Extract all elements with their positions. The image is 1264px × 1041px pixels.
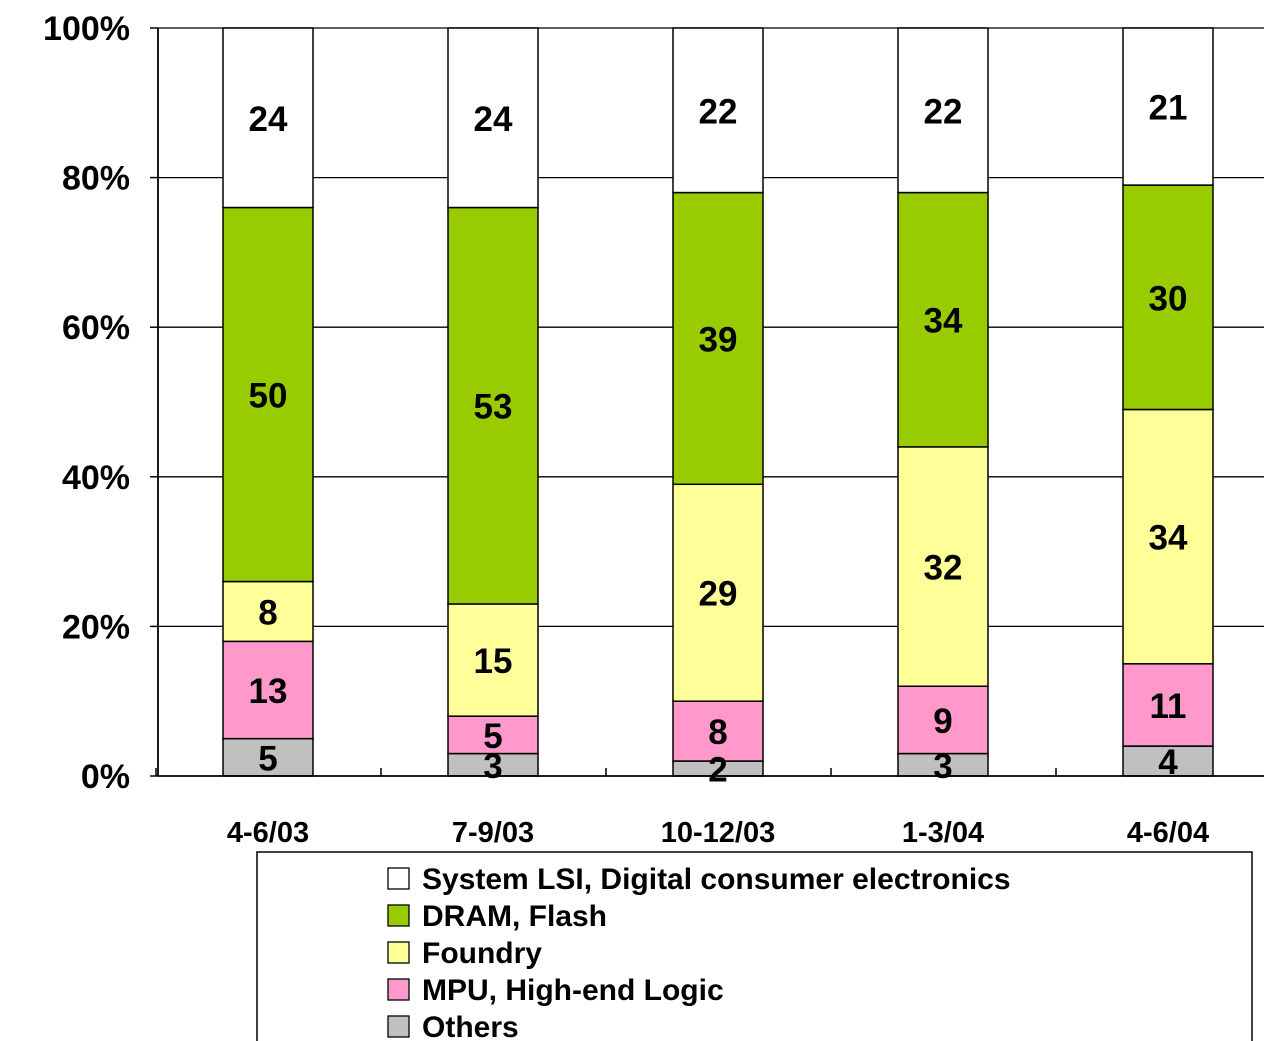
x-tick-label: 7-9/03 xyxy=(452,817,534,849)
bar-segment xyxy=(897,446,989,687)
x-tick-label: 4-6/03 xyxy=(227,817,309,849)
data-label: 13 xyxy=(249,672,288,711)
data-label: 5 xyxy=(483,717,502,756)
legend: System LSI, Digital consumer electronics… xyxy=(256,851,1253,1041)
data-labels: 5138502435155324282939223932342241134302… xyxy=(249,89,1188,790)
data-label: 50 xyxy=(249,377,288,416)
bar-segment xyxy=(1122,27,1214,186)
bar-segment xyxy=(672,700,764,762)
y-tick-label: 60% xyxy=(62,309,130,347)
data-label: 8 xyxy=(258,593,277,632)
bar-segment xyxy=(447,206,539,605)
data-label: 34 xyxy=(1149,519,1188,558)
bar-segment xyxy=(897,27,989,194)
bar-segment xyxy=(672,27,764,194)
legend-label: DRAM, Flash xyxy=(422,900,607,933)
legend-swatch xyxy=(387,904,410,927)
data-label: 3 xyxy=(483,747,502,786)
legend-label: Others xyxy=(422,1011,519,1041)
data-label: 32 xyxy=(924,549,963,588)
bar-segment xyxy=(672,191,764,486)
bar-segment xyxy=(222,27,314,209)
data-label: 29 xyxy=(699,575,738,614)
data-label: 30 xyxy=(1149,279,1188,318)
legend-box xyxy=(256,851,1253,1041)
legend-swatch xyxy=(387,867,410,890)
x-tick-label: 4-6/04 xyxy=(1127,817,1209,849)
x-tick-label: 10-12/03 xyxy=(661,817,776,849)
y-tick-label: 80% xyxy=(62,160,130,198)
data-label: 4 xyxy=(1158,743,1178,782)
data-label: 21 xyxy=(1149,89,1188,128)
data-label: 34 xyxy=(924,302,963,341)
data-label: 24 xyxy=(474,100,513,139)
data-label: 8 xyxy=(708,713,727,752)
legend-swatch xyxy=(387,1015,410,1038)
data-label: 15 xyxy=(474,642,513,681)
y-tick-label: 0% xyxy=(81,758,130,796)
bar-segment xyxy=(222,737,314,777)
data-label: 39 xyxy=(699,320,738,359)
bar-segment xyxy=(222,640,314,740)
x-tick-label: 1-3/04 xyxy=(902,817,984,849)
data-label: 22 xyxy=(924,92,963,131)
legend-label: Foundry xyxy=(422,937,542,970)
data-label: 9 xyxy=(933,702,952,741)
bar-segment xyxy=(897,191,989,448)
legend-swatch xyxy=(387,941,410,964)
legend-label: MPU, High-end Logic xyxy=(422,974,724,1007)
bar-segment xyxy=(672,483,764,702)
data-label: 2 xyxy=(708,751,727,790)
bar-segment xyxy=(447,27,539,209)
data-label: 53 xyxy=(474,388,513,427)
legend-swatch xyxy=(387,978,410,1001)
axes: 0% 20% 40% 60% 80% 100% 4-6/03 7-9/03 10-12/03 1-… xyxy=(43,10,1264,849)
data-label: 11 xyxy=(1150,687,1187,726)
legend-label: System LSI, Digital consumer electronics xyxy=(422,863,1011,896)
data-label: 3 xyxy=(933,747,952,786)
y-tick-label: 20% xyxy=(62,608,130,646)
bar-segment xyxy=(1122,663,1214,747)
data-label: 22 xyxy=(699,92,738,131)
bar-segments xyxy=(222,27,1214,777)
data-label: 24 xyxy=(249,100,288,139)
data-label: 5 xyxy=(258,739,277,778)
y-tick-label: 40% xyxy=(62,459,130,497)
bar-segment xyxy=(1122,408,1214,665)
y-tick-label: 100% xyxy=(43,10,130,48)
bar-segment xyxy=(897,685,989,755)
